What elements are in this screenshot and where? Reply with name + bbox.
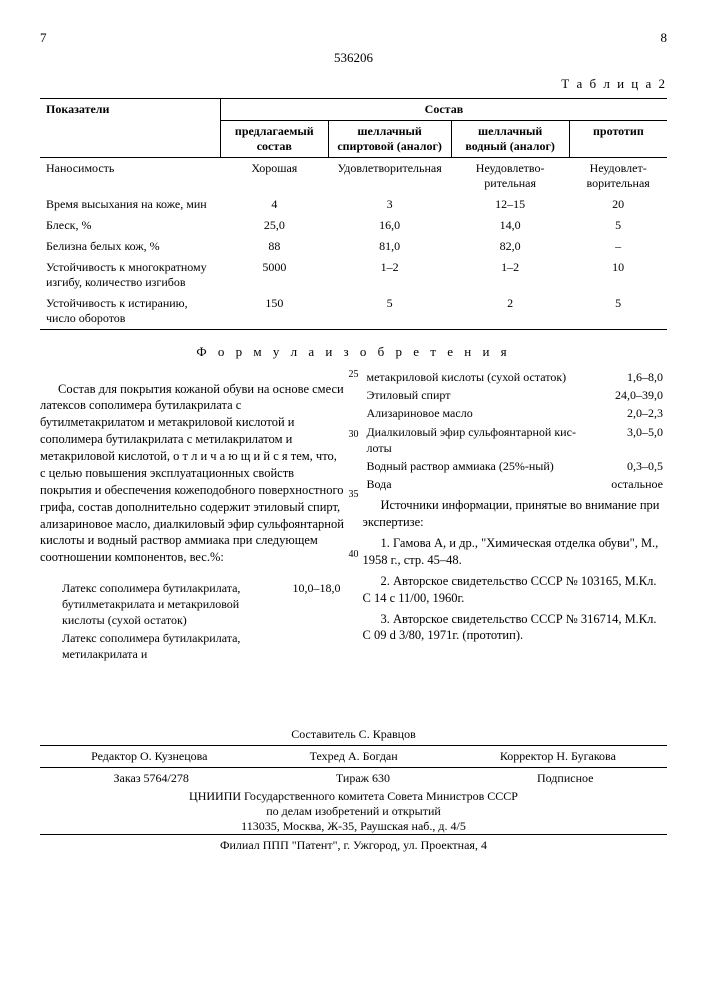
page-right: 8 — [661, 30, 668, 46]
line-no: 30 — [349, 428, 359, 442]
row-label: Наносимость — [40, 158, 220, 195]
ingredient-value: 3,0–5,0 — [591, 423, 667, 457]
ingredient-name: Этиловый спирт — [363, 386, 592, 404]
ingredient-value — [273, 629, 345, 663]
filial: Филиал ППП "Патент", г. Ужгород, ул. Про… — [220, 838, 487, 853]
order: Заказ 5764/278 — [114, 771, 189, 786]
th-col: предлагаемый состав — [220, 121, 328, 158]
ingredient-name: Латекс сополимера бутил­акрилата, метила… — [58, 629, 273, 663]
cell: 14,0 — [451, 215, 569, 236]
ingredient-value: 24,0–39,0 — [591, 386, 667, 404]
page-left: 7 — [40, 30, 47, 46]
cell: 88 — [220, 236, 328, 257]
th-group: Состав — [220, 99, 667, 121]
doc-number: 536206 — [40, 50, 667, 66]
ingredients-left: Латекс сополимера бутил­акрилата, бутилм… — [58, 579, 345, 664]
addr: 113035, Москва, Ж-35, Раушская наб., д. … — [40, 819, 667, 834]
corrector: Корректор Н. Бугакова — [500, 749, 616, 764]
cell: – — [569, 236, 667, 257]
cell: 82,0 — [451, 236, 569, 257]
ingredient-value: 2,0–2,3 — [591, 404, 667, 422]
left-column: Состав для покрытия кожаной обуви на осн… — [40, 368, 345, 664]
cell: 25,0 — [220, 215, 328, 236]
ingredients-right: метакриловой кислоты (сухой остаток)1,6–… — [363, 368, 668, 493]
compiler: Составитель С. Кравцов — [291, 727, 416, 742]
row-label: Устойчивость к истиранию, число оборотов — [40, 293, 220, 330]
editor: Редактор О. Кузнецова — [91, 749, 207, 764]
cell: 3 — [328, 194, 451, 215]
cell: 16,0 — [328, 215, 451, 236]
cell: 5 — [569, 215, 667, 236]
row-label: Устойчивость к многократ­ному изгибу, ко… — [40, 257, 220, 293]
th-indicator: Показатели — [40, 99, 220, 158]
cell: 5 — [328, 293, 451, 330]
th-col: шеллачный водный (аналог) — [451, 121, 569, 158]
table-caption: Т а б л и ц а 2 — [40, 76, 667, 92]
line-no: 35 — [349, 488, 359, 502]
line-no: 40 — [349, 548, 359, 562]
ingredient-name: Вода — [363, 475, 592, 493]
refs-title: Источники информации, принятые во вни­ма… — [363, 497, 668, 531]
cell: 1–2 — [328, 257, 451, 293]
ref-item: 1. Гамова А, и др., "Химическая отдел­ка… — [363, 535, 668, 569]
cell: Неудовлет­ворительная — [569, 158, 667, 195]
row-label: Белизна белых кож, % — [40, 236, 220, 257]
cell: Хорошая — [220, 158, 328, 195]
ingredient-value: 10,0–18,0 — [273, 579, 345, 630]
body-text: Состав для покрытия кожаной обуви на осн… — [40, 381, 345, 567]
ingredient-name: Диалкиловый эфир сульфоянтарной кис­лоты — [363, 423, 592, 457]
techred: Техред А. Богдан — [310, 749, 398, 764]
cell: 1–2 — [451, 257, 569, 293]
cell: 4 — [220, 194, 328, 215]
org2: по делам изобретений и открытий — [40, 804, 667, 819]
cell: 5000 — [220, 257, 328, 293]
cell: 20 — [569, 194, 667, 215]
th-col: шеллачный спиртовой (аналог) — [328, 121, 451, 158]
cell: 150 — [220, 293, 328, 330]
ingredient-name: Водный раствор ам­миака (25%-ный) — [363, 457, 592, 475]
ingredient-value: 0,3–0,5 — [591, 457, 667, 475]
cell: 81,0 — [328, 236, 451, 257]
podpisnoe: Подписное — [537, 771, 594, 786]
cell: Удовлетво­рительная — [328, 158, 451, 195]
ingredient-name: Ализариновое масло — [363, 404, 592, 422]
row-label: Время высыхания на коже, мин — [40, 194, 220, 215]
cell: 12–15 — [451, 194, 569, 215]
ingredient-name: Латекс сополимера бутил­акрилата, бутилм… — [58, 579, 273, 630]
footer: Составитель С. Кравцов Редактор О. Кузне… — [40, 724, 667, 856]
tirazh: Тираж 630 — [336, 771, 390, 786]
cell: 5 — [569, 293, 667, 330]
ingredient-value: 1,6–8,0 — [591, 368, 667, 386]
line-no: 25 — [349, 368, 359, 382]
org1: ЦНИИПИ Государственного комитета Совета … — [40, 789, 667, 804]
formula-title: Ф о р м у л а и з о б р е т е н и я — [40, 344, 667, 360]
cell: 10 — [569, 257, 667, 293]
right-column: 25 30 35 40 метакриловой кислоты (сухой … — [363, 368, 668, 664]
data-table: Показатели Состав предлагаемый составшел… — [40, 98, 667, 330]
cell: Неудовлетво­рительная — [451, 158, 569, 195]
row-label: Блеск, % — [40, 215, 220, 236]
ref-item: 2. Авторское свидетельство СССР № 103165… — [363, 573, 668, 607]
th-col: прототип — [569, 121, 667, 158]
cell: 2 — [451, 293, 569, 330]
ingredient-name: метакриловой кислоты (сухой остаток) — [363, 368, 592, 386]
ref-item: 3. Авторское свидетельство СССР № 316714… — [363, 611, 668, 645]
ingredient-value: остальное — [591, 475, 667, 493]
